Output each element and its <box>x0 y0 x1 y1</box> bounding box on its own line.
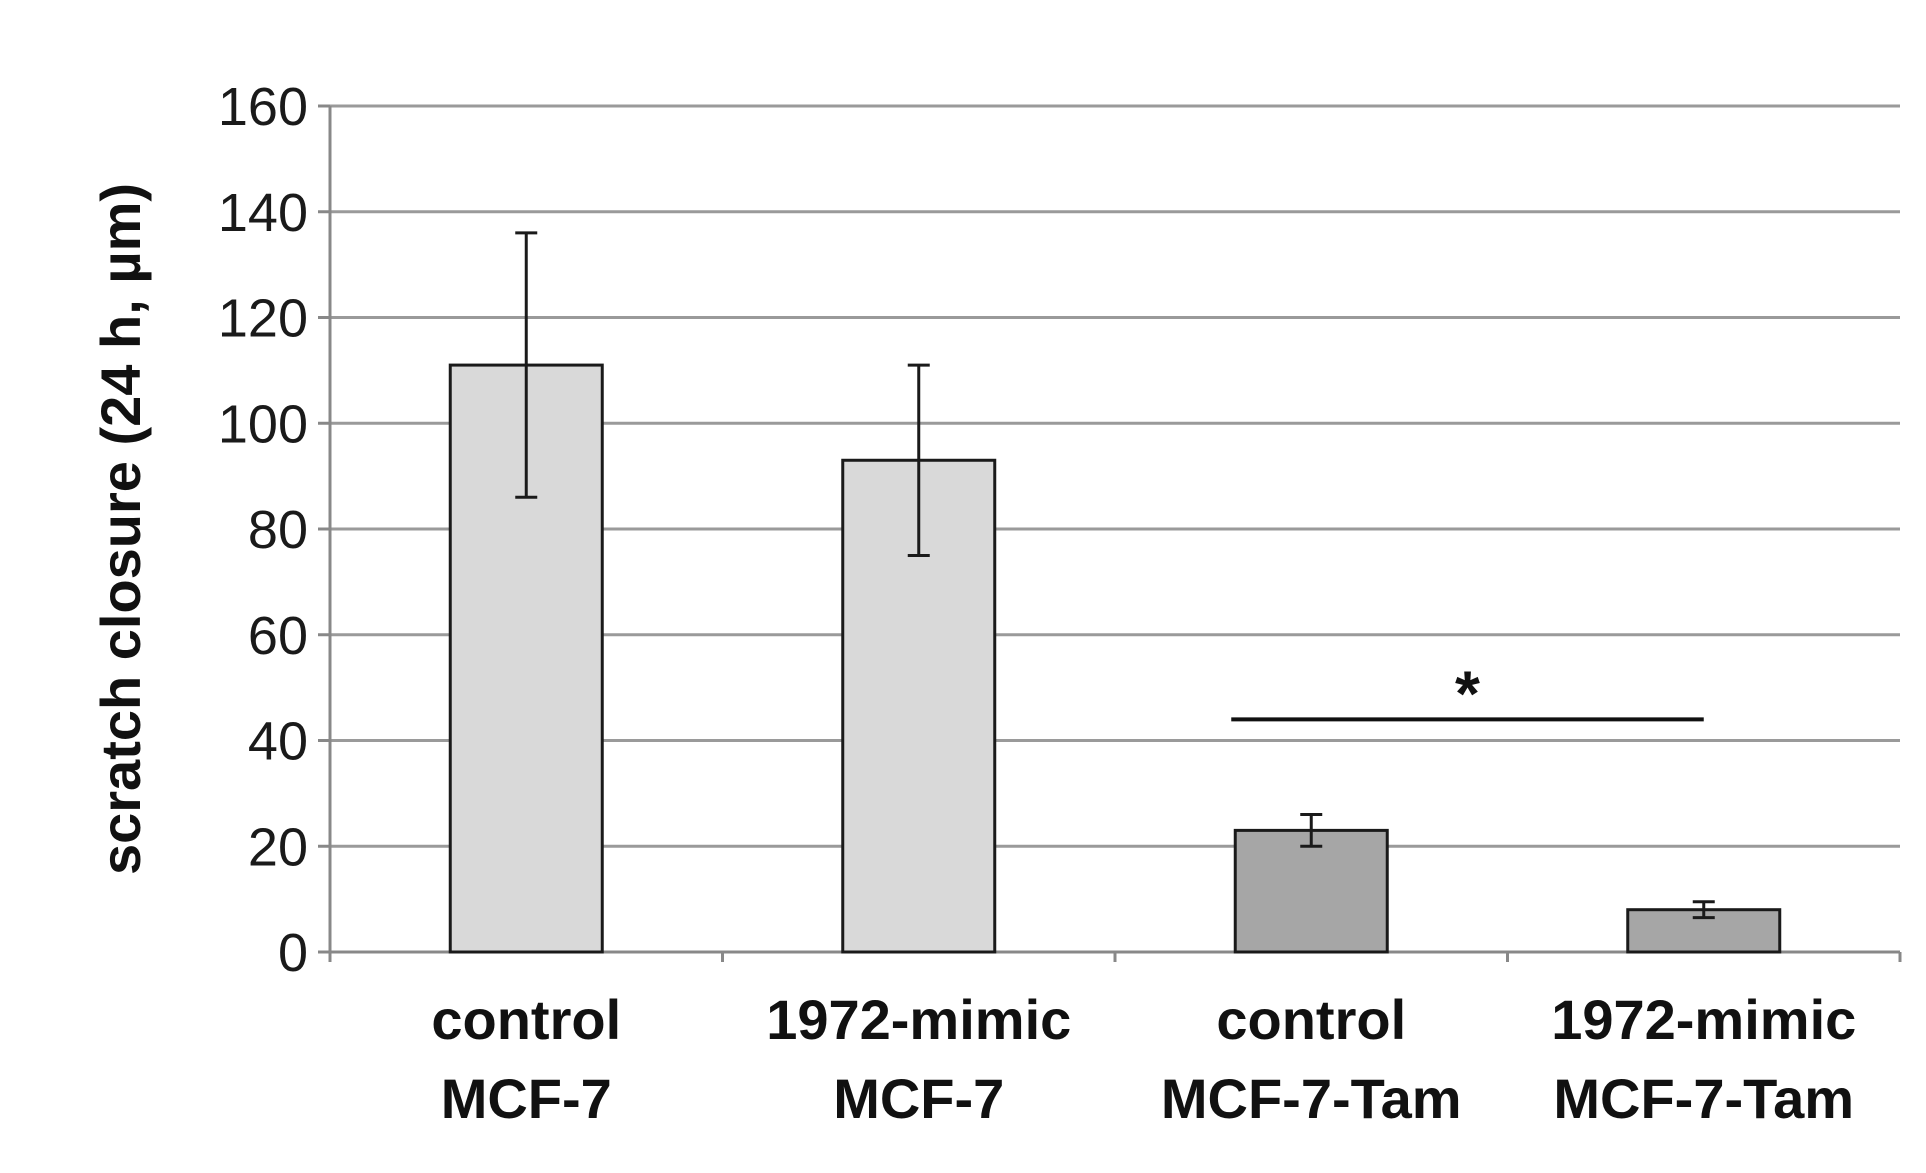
x-category-label-line1: control <box>1216 988 1406 1051</box>
x-category-label-line1: 1972-mimic <box>1551 988 1856 1051</box>
bars <box>448 363 1782 954</box>
x-category-label-line2: MCF-7 <box>441 1067 612 1130</box>
axes: 0 20 40 60 80 100 120 140 160 scratch closure (24… <box>89 77 1902 983</box>
bar <box>1233 828 1389 954</box>
y-tick-label: 80 <box>248 500 308 560</box>
x-category-label-line1: control <box>431 988 621 1051</box>
y-tick-label: 40 <box>248 712 308 772</box>
y-axis-title: scratch closure (24 h, µm) <box>89 183 152 875</box>
error-bars <box>515 231 1715 920</box>
y-tick-label: 20 <box>248 817 308 877</box>
y-tick-label: 120 <box>218 289 308 349</box>
y-tick-label: 160 <box>218 77 308 137</box>
x-category-label-line1: 1972-mimic <box>766 988 1071 1051</box>
y-tick-label: 0 <box>278 923 308 983</box>
y-tick-label: 60 <box>248 606 308 666</box>
x-category-label-line2: MCF-7-Tam <box>1161 1067 1462 1130</box>
x-category-label-line2: MCF-7 <box>833 1067 1004 1130</box>
significance-annotation: * <box>1231 657 1704 729</box>
y-tick-label: 100 <box>218 394 308 454</box>
y-tick-label: 140 <box>218 183 308 243</box>
x-category-label-line2: MCF-7-Tam <box>1553 1067 1854 1130</box>
labels: control MCF-7 1972-mimic MCF-7 control MCF-7-… <box>431 988 1856 1130</box>
significance-asterisk: * <box>1455 657 1480 729</box>
